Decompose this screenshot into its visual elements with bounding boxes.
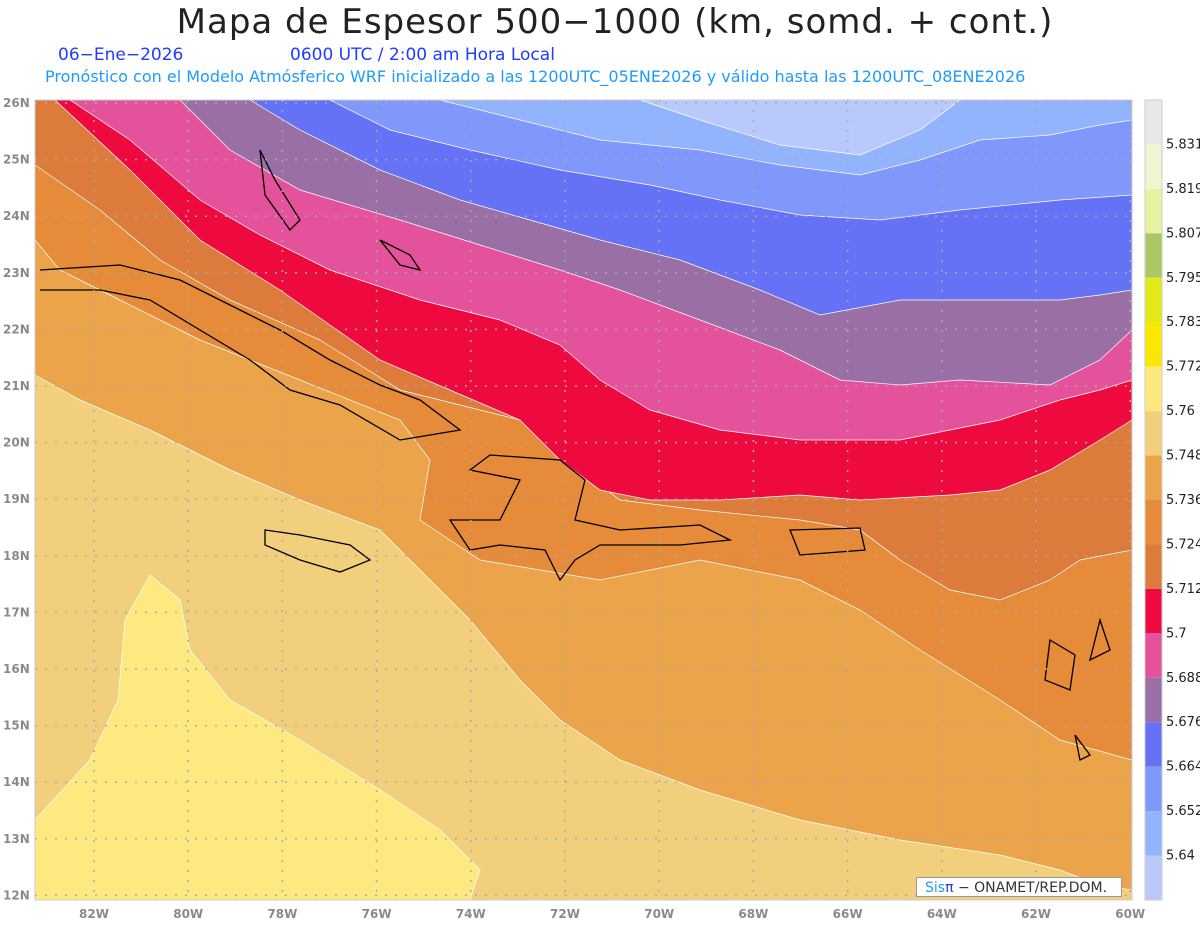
colorbar-swatch bbox=[1145, 100, 1162, 145]
colorbar-label: 5.807 bbox=[1166, 226, 1200, 241]
lat-label: 21N bbox=[3, 379, 30, 393]
credit-text: − ONAMET/REP.DOM. bbox=[953, 880, 1108, 896]
coastline bbox=[264, 529, 372, 573]
lat-label: 12N bbox=[3, 888, 30, 902]
colorbar-swatch bbox=[1145, 544, 1162, 589]
lat-label: 14N bbox=[3, 775, 30, 789]
coastline bbox=[1074, 734, 1091, 761]
lat-label: 25N bbox=[3, 153, 30, 167]
colorbar-label: 5.772 bbox=[1166, 360, 1200, 375]
credit-box: Sisπ − ONAMET/REP.DOM. bbox=[916, 877, 1122, 897]
lon-label: 72W bbox=[550, 907, 580, 921]
brand-sis: Sis bbox=[925, 880, 946, 896]
colorbar-label: 5.748 bbox=[1166, 449, 1200, 464]
colorbar-swatch bbox=[1145, 233, 1162, 278]
lon-label: 68W bbox=[738, 907, 768, 921]
thickness-band bbox=[639, 100, 961, 156]
colorbar-label: 5.783 bbox=[1166, 315, 1200, 330]
lat-label: 15N bbox=[3, 719, 30, 733]
colorbar-label: 5.724 bbox=[1166, 537, 1200, 552]
lat-label: 19N bbox=[3, 492, 30, 506]
colorbar-label: 5.7 bbox=[1166, 626, 1187, 641]
coastline bbox=[1089, 617, 1111, 662]
map-frame bbox=[34, 99, 1133, 901]
coastline bbox=[39, 264, 462, 441]
colorbar-label: 5.664 bbox=[1166, 760, 1200, 775]
lat-label: 26N bbox=[3, 96, 30, 110]
colorbar-swatch bbox=[1145, 855, 1162, 900]
lat-label: 13N bbox=[3, 832, 30, 846]
colorbar-label: 5.819 bbox=[1166, 182, 1200, 197]
colorbar-label: 5.712 bbox=[1166, 582, 1200, 597]
coastline bbox=[448, 454, 733, 582]
colorbar-swatch bbox=[1145, 455, 1162, 500]
forecast-time: 0600 UTC / 2:00 am Hora Local bbox=[290, 45, 555, 65]
colorbar-label: 5.676 bbox=[1166, 715, 1200, 730]
colorbar-swatch bbox=[1145, 500, 1162, 545]
lon-label: 62W bbox=[1021, 907, 1051, 921]
band-5.76 bbox=[35, 574, 481, 900]
coastline bbox=[259, 149, 301, 232]
colorbar-label: 5.831 bbox=[1166, 137, 1200, 152]
brand-pi: π bbox=[945, 880, 954, 896]
lon-label: 80W bbox=[173, 907, 203, 921]
lon-label: 76W bbox=[362, 907, 392, 921]
lat-label: 23N bbox=[3, 266, 30, 280]
lat-label: 20N bbox=[3, 436, 30, 450]
lat-label: 18N bbox=[3, 549, 30, 563]
colorbar-label: 5.736 bbox=[1166, 493, 1200, 508]
forecast-date: 06−Ene−2026 bbox=[58, 45, 184, 65]
lat-label: 16N bbox=[3, 662, 30, 676]
lon-label: 74W bbox=[456, 907, 486, 921]
model-subtitle: Pronóstico con el Modelo Atmósferico WRF… bbox=[45, 67, 1026, 86]
colorbar-swatch bbox=[1145, 188, 1162, 234]
coastline bbox=[1044, 638, 1076, 691]
lon-label: 66W bbox=[833, 907, 863, 921]
colorbar-label: 5.64 bbox=[1166, 849, 1195, 864]
colorbar-label: 5.76 bbox=[1166, 404, 1195, 419]
lon-label: 64W bbox=[927, 907, 957, 921]
colorbar-swatch bbox=[1145, 322, 1162, 367]
coastline bbox=[379, 239, 422, 272]
colorbar-swatch bbox=[1145, 588, 1162, 634]
colorbar-swatch bbox=[1145, 277, 1162, 323]
map-title: Mapa de Espesor 500−1000 (km, somd. + co… bbox=[176, 2, 1054, 42]
colorbar-label: 5.652 bbox=[1166, 804, 1200, 819]
colorbar-swatch bbox=[1145, 411, 1162, 456]
colorbar-swatch bbox=[1145, 811, 1162, 856]
colorbar-swatch bbox=[1145, 633, 1162, 678]
lon-label: 60W bbox=[1115, 907, 1145, 921]
coastline bbox=[789, 527, 866, 556]
colorbar-swatch bbox=[1145, 722, 1162, 767]
lon-label: 78W bbox=[267, 907, 297, 921]
lat-label: 22N bbox=[3, 322, 30, 336]
lat-label: 17N bbox=[3, 605, 30, 619]
lon-label: 82W bbox=[79, 907, 109, 921]
colorbar-swatch bbox=[1145, 766, 1162, 812]
colorbar-label: 5.795 bbox=[1166, 271, 1200, 286]
colorbar-swatch bbox=[1145, 677, 1162, 723]
colorbar-swatch bbox=[1145, 144, 1162, 189]
colorbar-swatch bbox=[1145, 366, 1162, 412]
lat-label: 24N bbox=[3, 209, 30, 223]
colorbar-frame bbox=[1144, 99, 1163, 901]
lon-label: 70W bbox=[644, 907, 674, 921]
colorbar-label: 5.688 bbox=[1166, 671, 1200, 686]
